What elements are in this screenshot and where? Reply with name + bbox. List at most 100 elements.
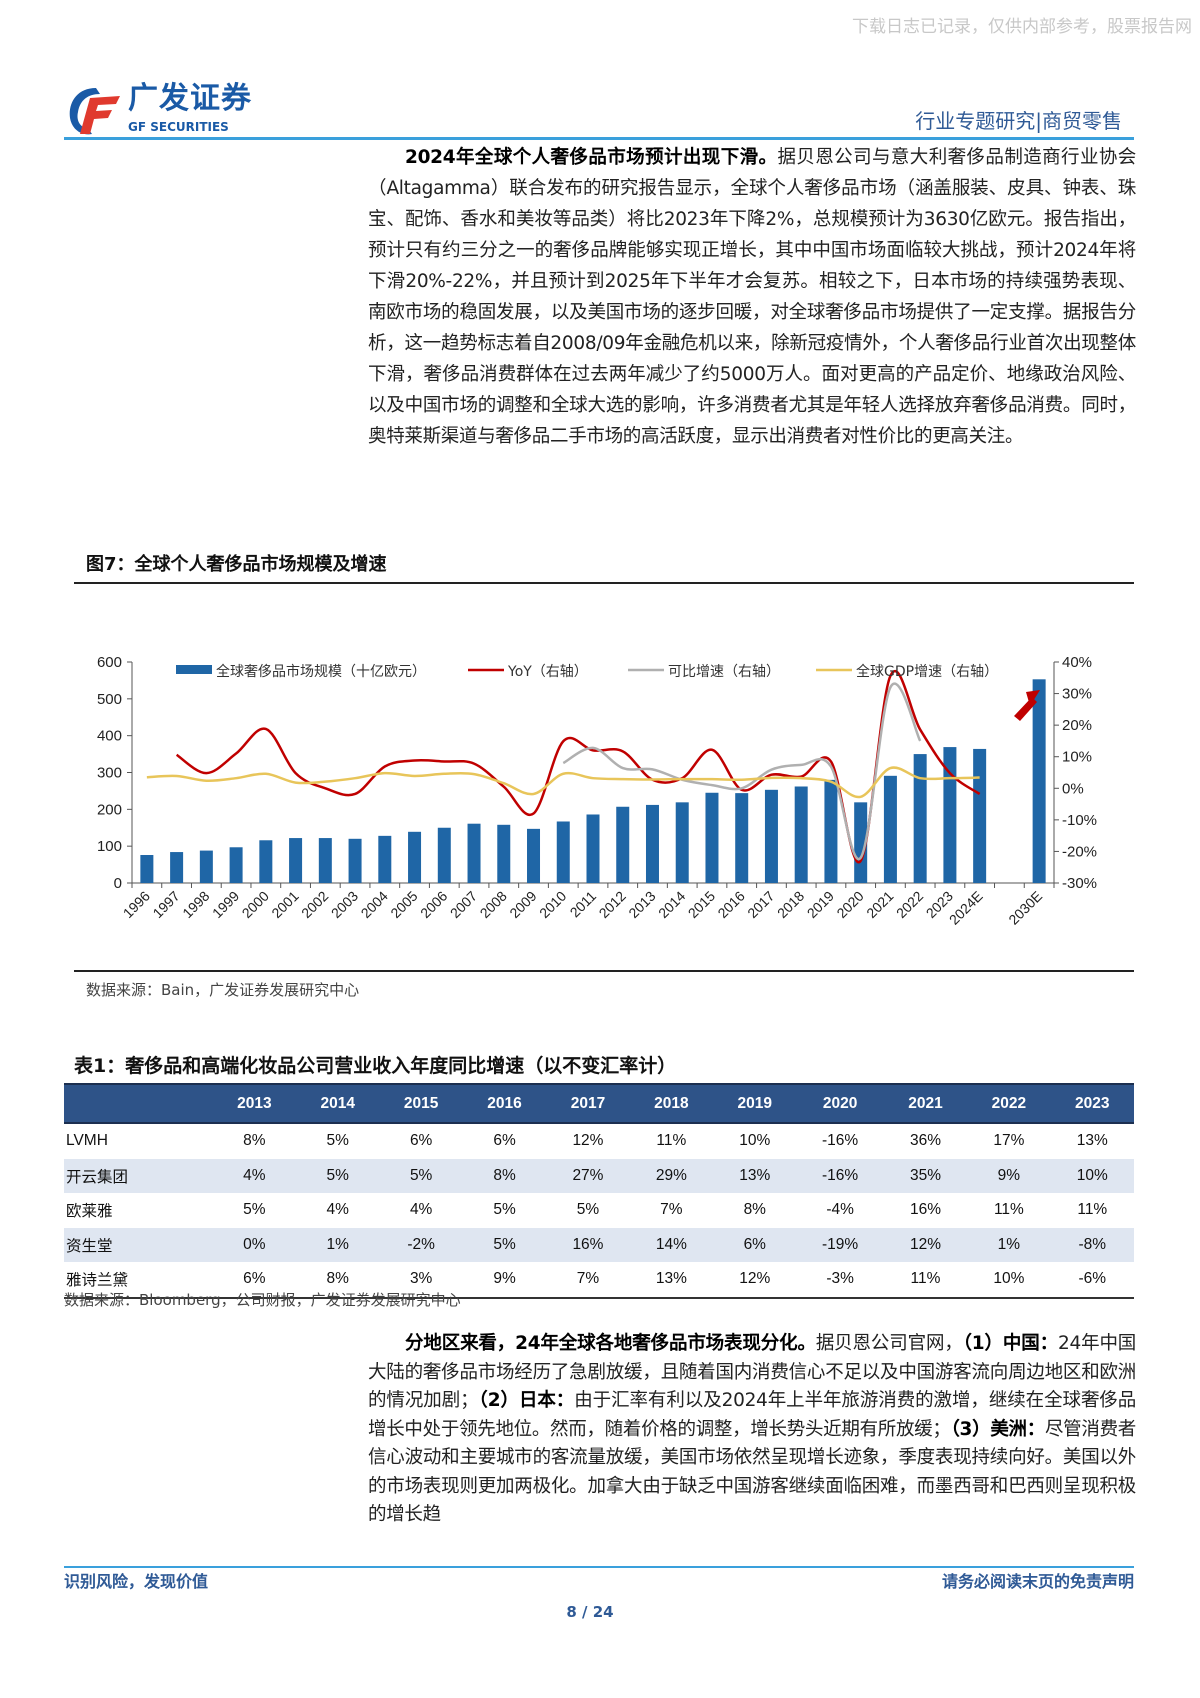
report-category: 行业专题研究|商贸零售 — [915, 109, 1122, 133]
logo-text-cn: 广发证券 — [128, 81, 252, 116]
bar-2002 — [318, 838, 332, 883]
logo-text-en: GF SECURITIES — [128, 120, 229, 134]
bar-2012 — [616, 806, 630, 883]
right-tick-label: 0% — [1062, 780, 1084, 797]
table-row: LVMH 8% 5% 6% 6% 12% 11% 10% -16% 36% 17% 13% — [64, 1123, 1134, 1159]
paragraph-1: 2024年全球个人奢侈品市场预计出现下滑。据贝恩公司与意大利奢侈品制造商行业协会… — [368, 142, 1136, 452]
table-cell: 6% — [493, 1132, 516, 1150]
bar-2023 — [943, 747, 957, 883]
legend-label: 全球GDP增速（右轴） — [856, 663, 998, 680]
table-cell: 10% — [739, 1132, 771, 1150]
page-number: 8 / 24 — [566, 1603, 614, 1621]
table-cell: 6% — [713, 1227, 797, 1262]
column-header: 2020 — [796, 1083, 884, 1124]
bar-2005 — [408, 831, 422, 883]
footer-disclaimer-link[interactable]: 请务必阅读末页的免责声明 — [941, 1572, 1134, 1591]
table-cell: 13% — [713, 1158, 797, 1193]
right-tick-label: 20% — [1062, 717, 1092, 734]
table-cell: 7% — [546, 1262, 630, 1299]
figure-title: 图7：全球个人奢侈品市场规模及增速 — [86, 554, 387, 575]
table-cell: 10% — [967, 1262, 1051, 1299]
company-name: 资生堂 — [64, 1227, 213, 1262]
right-tick-label: 10% — [1062, 749, 1092, 766]
table-cell: 4% — [409, 1201, 433, 1219]
table-row: 欧莱雅 5% 4% 4% 5% 5% 7% 8% -4% 16% 11% 11% — [64, 1193, 1134, 1228]
red-up-arrow-icon — [1014, 690, 1040, 721]
column-header: 2022 — [967, 1083, 1051, 1124]
bar-2013 — [645, 804, 659, 883]
series-line-2 — [562, 682, 922, 861]
table-cell: 10% — [1050, 1158, 1134, 1193]
bold-text: 分地区来看，24年全球各地奢侈品市场表现分化。 — [405, 1333, 816, 1354]
table-cell: 7% — [660, 1201, 683, 1219]
column-header: 2019 — [713, 1083, 797, 1124]
table-cell: -3% — [796, 1262, 884, 1299]
legend-label: 全球奢侈品市场规模（十亿欧元） — [216, 663, 426, 680]
column-header: 2017 — [546, 1083, 630, 1124]
table-cell: -16% — [822, 1132, 859, 1150]
table-cell: 8% — [743, 1201, 766, 1219]
bar-2009 — [527, 828, 541, 883]
x-tick-label: 2003 — [328, 888, 361, 921]
bar-2007 — [467, 823, 481, 883]
table-cell: 8% — [462, 1158, 547, 1193]
company-name: 开云集团 — [64, 1158, 213, 1193]
table-cell: 4% — [212, 1158, 297, 1193]
text: 据贝恩公司与意大利奢侈品制造商行业协会（Altagamma）联合发布的研究报告显… — [368, 147, 1136, 447]
bar-1998 — [199, 850, 213, 883]
x-tick-label: 2014 — [655, 888, 688, 921]
column-header: 2013 — [212, 1083, 297, 1124]
left-tick-label: 200 — [97, 801, 122, 818]
table-cell: 6% — [212, 1262, 297, 1299]
right-tick-label: -30% — [1062, 875, 1097, 892]
watermark: 下载日志已记录，仅供内部参考，股票报告网 — [852, 17, 1192, 37]
table-cell: 9% — [462, 1262, 547, 1299]
figure-divider — [74, 582, 1134, 584]
paragraph-2: 分地区来看，24年全球各地奢侈品市场表现分化。据贝恩公司官网，（1）中国：24年… — [368, 1330, 1136, 1530]
column-header — [64, 1083, 213, 1124]
table-cell: -8% — [1050, 1227, 1134, 1262]
table-header-row: 2013 2014 2015 2016 2017 2018 2019 2020 2021 2022… — [64, 1083, 1134, 1124]
bar-2015 — [705, 792, 719, 883]
company-name: 欧莱雅 — [66, 1203, 113, 1221]
table-cell: 5% — [576, 1201, 600, 1219]
bar-1997 — [170, 852, 184, 883]
x-tick-label: 2018 — [774, 888, 807, 921]
right-tick-label: 30% — [1062, 686, 1092, 703]
x-tick-label: 2009 — [506, 888, 539, 921]
table-title: 表1：奢侈品和高端化妆品公司营业收入年度同比增速（以不变汇率计） — [74, 1055, 677, 1077]
table-cell: 12% — [572, 1132, 604, 1150]
x-tick-label: 2021 — [863, 888, 896, 921]
bar-2021 — [883, 775, 897, 883]
bar-2000 — [259, 840, 273, 883]
left-tick-label: 400 — [97, 728, 122, 745]
bar-2030E — [1032, 679, 1046, 883]
table-cell: -19% — [796, 1227, 884, 1262]
bar-2003 — [348, 838, 362, 883]
text: 尽管消费者信心波动和主要城市的客流量放缓，美国市场依然呈现增长迹象，季度表现持续… — [368, 1418, 1136, 1526]
left-tick-label: 600 — [97, 654, 122, 671]
x-tick-label: 2011 — [567, 888, 600, 921]
table-source: 数据来源：Bloomberg，公司财报，广发证券发展研究中心 — [64, 1291, 461, 1309]
table-row: 开云集团 4% 5% 5% 8% 27% 29% 13% -16% 35% 9% 10% — [64, 1158, 1134, 1193]
x-tick-label: 2001 — [268, 888, 301, 921]
bar-2014 — [675, 802, 689, 883]
table-cell: 5% — [462, 1227, 547, 1262]
x-tick-label: 2024E — [946, 888, 986, 928]
table-cell: 12% — [883, 1227, 968, 1262]
table-cell: 13% — [1076, 1132, 1108, 1150]
table-cell: 3% — [379, 1262, 463, 1299]
bar-2001 — [289, 838, 303, 883]
legend-label: 可比增速（右轴） — [668, 664, 780, 680]
table-cell: 17% — [993, 1132, 1025, 1150]
x-tick-label: 2004 — [358, 888, 391, 921]
table-cell: 5% — [379, 1158, 463, 1193]
bar-2017 — [764, 789, 778, 883]
x-tick-label: 1998 — [179, 888, 212, 921]
bar-2006 — [437, 827, 451, 883]
bold-text: （3）美洲： — [950, 1418, 1046, 1440]
bar-2019 — [824, 779, 838, 883]
x-tick-label: 2006 — [417, 888, 450, 921]
gf-logo-icon — [69, 88, 120, 135]
figure-source: 数据来源：Bain，广发证券发展研究中心 — [86, 981, 360, 999]
